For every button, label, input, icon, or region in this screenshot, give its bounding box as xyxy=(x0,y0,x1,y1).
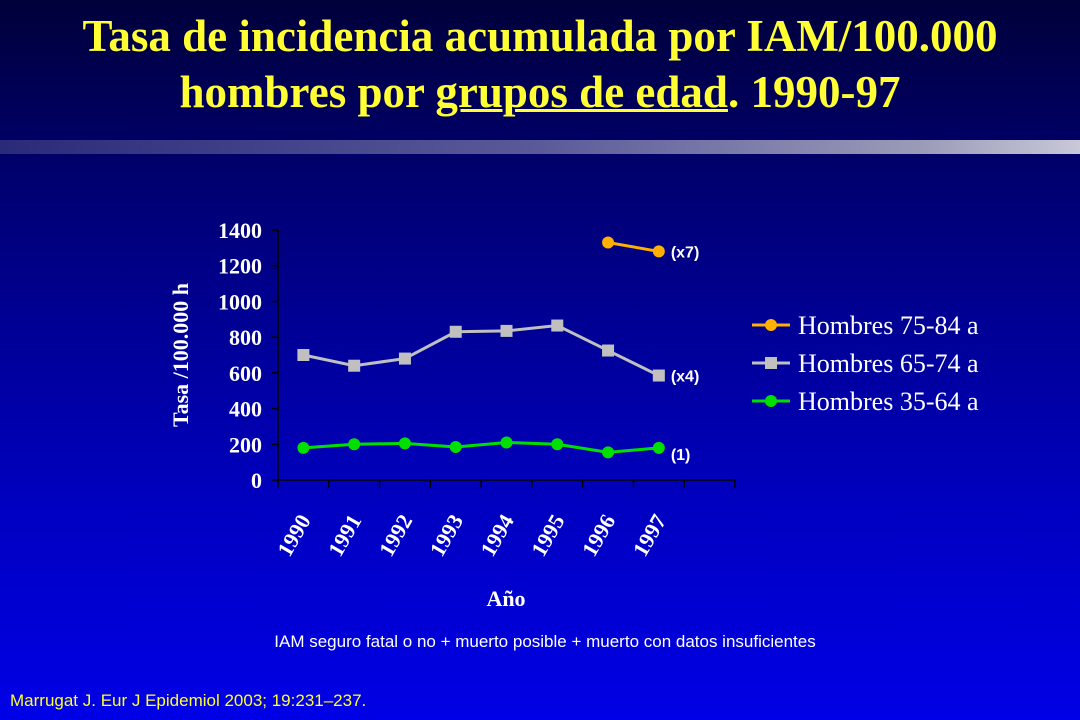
data-point-marker xyxy=(348,359,361,372)
title-line-1: Tasa de incidencia acumulada por IAM/100… xyxy=(82,11,998,61)
legend-label: Hombres 65-74 a xyxy=(798,349,979,378)
title-line-2-post: . 1990-97 xyxy=(727,67,901,117)
data-point-marker xyxy=(602,236,615,249)
data-point-marker xyxy=(348,438,361,451)
y-tick-label: 1200 xyxy=(218,254,262,279)
data-point-marker xyxy=(500,324,513,337)
y-tick-label: 1400 xyxy=(218,218,262,243)
data-point-marker xyxy=(398,437,411,450)
data-point-marker xyxy=(500,436,513,449)
slide-title: Tasa de incidencia acumulada por IAM/100… xyxy=(0,8,1080,120)
x-axis-title: Año xyxy=(486,586,525,611)
y-axis-title: Tasa /100.000 h xyxy=(168,283,193,427)
legend-marker xyxy=(765,357,777,369)
data-point-marker xyxy=(449,325,462,338)
legend-marker xyxy=(765,319,777,331)
title-line-2-pre: hombres por xyxy=(179,67,436,117)
title-line-2: hombres por grupos de edad. 1990-97 xyxy=(0,64,1080,120)
series-annotation: (x4) xyxy=(671,369,699,386)
series-line xyxy=(303,440,659,454)
data-point-marker xyxy=(551,319,564,332)
x-tick-label: 1993 xyxy=(424,510,468,561)
x-tick-label: 1991 xyxy=(323,510,367,561)
footnote: IAM seguro fatal o no + muerto posible +… xyxy=(274,632,816,651)
y-tick-label: 800 xyxy=(229,325,262,350)
y-tick-label: 600 xyxy=(229,361,262,386)
y-tick-label: 0 xyxy=(251,468,262,493)
y-tick-label: 1000 xyxy=(218,289,262,314)
title-divider xyxy=(0,140,1080,154)
data-point-marker xyxy=(449,440,462,453)
legend-label: Hombres 35-64 a xyxy=(798,387,979,416)
x-tick-label: 1996 xyxy=(577,510,621,561)
data-point-marker xyxy=(652,245,665,258)
x-tick-label: 1990 xyxy=(272,510,316,561)
data-point-marker xyxy=(602,344,615,357)
x-tick-label: 1997 xyxy=(628,510,672,561)
series-line xyxy=(303,323,660,377)
x-tick-label: 1994 xyxy=(475,510,519,561)
data-point-marker xyxy=(297,349,310,361)
data-point-marker xyxy=(652,441,665,454)
x-tick-label: 1995 xyxy=(526,510,570,561)
data-point-marker xyxy=(602,446,615,459)
legend-marker xyxy=(765,395,777,407)
reference-citation: Marrugat J. Eur J Epidemiol 2003; 19:231… xyxy=(10,691,367,710)
y-tick-label: 400 xyxy=(229,397,262,422)
x-tick-label: 1992 xyxy=(374,510,418,561)
series-line xyxy=(607,241,660,253)
data-point-marker xyxy=(551,438,564,451)
data-point-marker xyxy=(297,441,310,454)
series-annotation: (1) xyxy=(671,447,691,464)
y-tick-label: 200 xyxy=(229,432,262,457)
legend-label: Hombres 75-84 a xyxy=(798,311,979,340)
data-point-marker xyxy=(398,352,411,365)
title-underlined-text: grupos de edad xyxy=(435,67,728,117)
series-annotation: (x7) xyxy=(671,244,699,261)
data-point-marker xyxy=(652,369,665,382)
